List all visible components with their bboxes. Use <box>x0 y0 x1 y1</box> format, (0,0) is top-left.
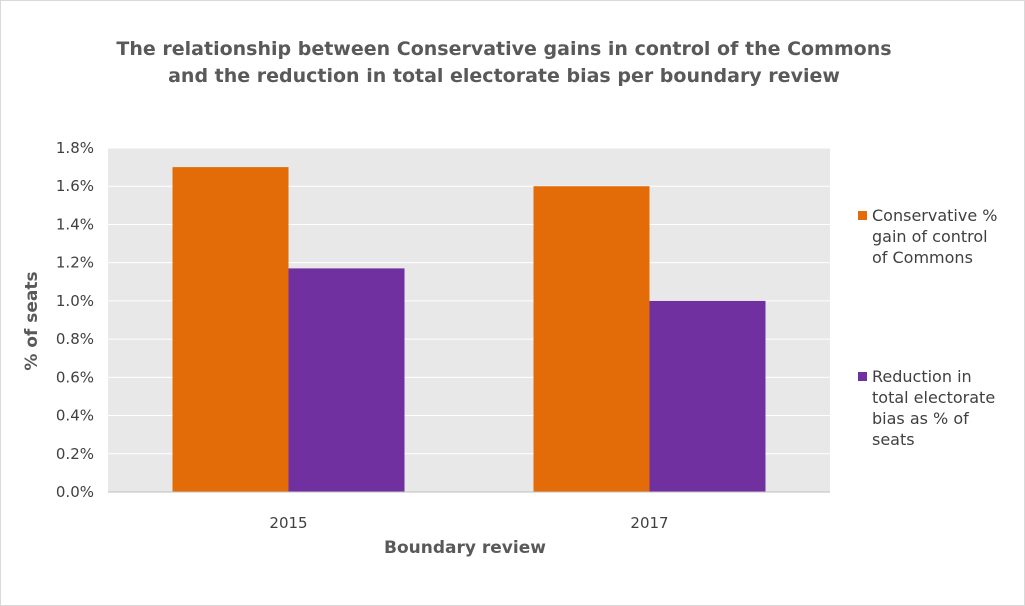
x-tick-label: 2015 <box>269 514 307 532</box>
y-axis-title: % of seats <box>22 271 42 370</box>
bar-2015-series-2 <box>288 268 405 492</box>
y-tick-label: 0.8% <box>56 330 94 348</box>
bar-2017-series-2 <box>649 300 766 492</box>
x-axis-title: Boundary review <box>384 538 546 558</box>
legend-label-series-1: Conservative % <box>872 206 997 225</box>
chart-title-line-1: The relationship between Conservative ga… <box>116 38 891 60</box>
legend-label-series-2: bias as % of <box>872 409 969 428</box>
legend-label-series-2: total electorate <box>872 388 995 407</box>
y-tick-label: 1.8% <box>56 139 94 157</box>
legend-label-series-1: gain of control <box>872 227 988 246</box>
legend: Conservative % gain of control of Commons R… <box>858 206 997 449</box>
y-tick-label: 1.2% <box>56 254 94 272</box>
bar-2017-series-1 <box>533 186 650 492</box>
x-tick-label: 2017 <box>630 514 668 532</box>
y-tick-label: 0.4% <box>56 407 94 425</box>
chart-title-line-2: and the reduction in total electorate bi… <box>168 65 840 87</box>
y-tick-label: 1.4% <box>56 215 94 233</box>
legend-label-series-2: seats <box>872 430 915 449</box>
legend-swatch-series-1 <box>858 211 867 220</box>
y-tick-label: 0.2% <box>56 445 94 463</box>
bar-2015-series-1 <box>172 167 289 492</box>
y-tick-label: 1.0% <box>56 292 94 310</box>
y-tick-labels: 0.0% 0.2% 0.4% 0.6% 0.8% 1.0% 1.2% 1.4% 1.6% 1.8% <box>56 139 94 501</box>
y-tick-label: 0.6% <box>56 368 94 386</box>
y-tick-label: 1.6% <box>56 177 94 195</box>
legend-label-series-1: of Commons <box>872 248 973 267</box>
legend-label-series-2: Reduction in <box>872 367 972 386</box>
x-tick-labels: 2015 2017 <box>269 514 668 532</box>
bars <box>172 167 766 492</box>
y-tick-label: 0.0% <box>56 483 94 501</box>
legend-swatch-series-2 <box>858 372 867 381</box>
